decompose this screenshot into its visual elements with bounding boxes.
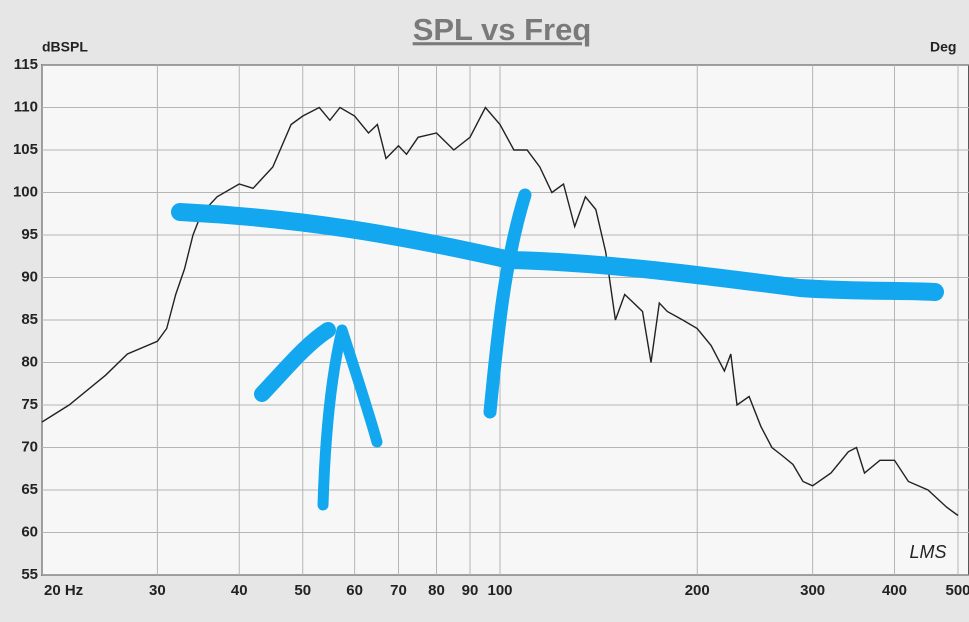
x-tick-label: 90 bbox=[462, 582, 479, 599]
annotation-arrow-head bbox=[254, 322, 336, 402]
y-tick-label: 90 bbox=[21, 268, 38, 285]
y-tick-label: 55 bbox=[21, 566, 38, 583]
marks bbox=[41, 106, 959, 517]
y-tick-label: 65 bbox=[21, 481, 38, 498]
y-tick-label: 115 bbox=[14, 56, 38, 73]
x-tick-label: 300 bbox=[800, 582, 825, 599]
y-tick-label: 70 bbox=[21, 438, 38, 455]
x-tick-label: 20 Hz bbox=[44, 582, 83, 599]
annotations bbox=[171, 188, 944, 511]
y-tick-label: 75 bbox=[21, 396, 38, 413]
data-line bbox=[41, 106, 959, 517]
y-tick-label: 60 bbox=[21, 523, 38, 540]
logo: LMS bbox=[909, 542, 946, 562]
y-tick-label: 105 bbox=[13, 141, 38, 158]
y-tick-label: 100 bbox=[13, 183, 38, 200]
y-tick-label: 85 bbox=[21, 311, 38, 328]
x-tick-label: 30 bbox=[149, 582, 166, 599]
x-tick-label: 40 bbox=[231, 582, 248, 599]
y-axis-label: dBSPL bbox=[42, 39, 88, 55]
y-tick-label: 110 bbox=[14, 98, 38, 115]
x-tick-label: 200 bbox=[685, 582, 710, 599]
y2-axis-label: Deg bbox=[930, 39, 956, 55]
x-tick-label: 400 bbox=[882, 582, 907, 599]
annotation-stroke bbox=[483, 188, 532, 419]
annotation-line bbox=[171, 203, 944, 301]
x-tick-label: 500 bbox=[945, 582, 969, 599]
x-tick-label: 100 bbox=[487, 582, 512, 599]
x-tick-label: 50 bbox=[294, 582, 311, 599]
y-tick-label: 95 bbox=[21, 226, 38, 243]
chart-title: SPL vs Freq bbox=[413, 12, 592, 47]
grid: 55 60 65 70 75 80 85 90 95 100 105 110 115 20 Hz 30 40 5… bbox=[13, 56, 969, 599]
x-tick-label: 80 bbox=[428, 582, 445, 599]
y-tick-label: 80 bbox=[21, 353, 38, 370]
x-tick-label: 60 bbox=[346, 582, 363, 599]
annotation-arrow bbox=[317, 324, 383, 511]
x-tick-label: 70 bbox=[390, 582, 407, 599]
